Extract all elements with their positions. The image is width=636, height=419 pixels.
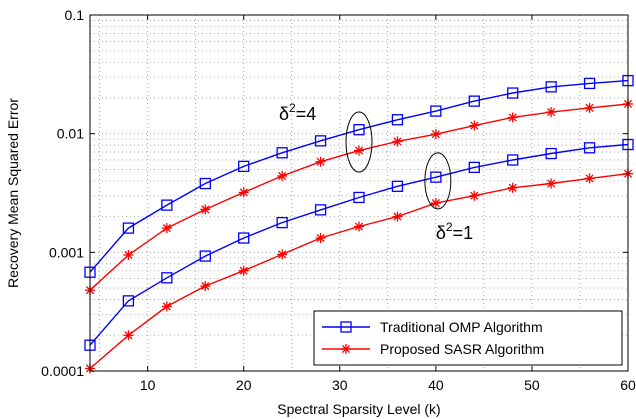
data-point-star — [584, 102, 595, 113]
data-point-star — [546, 107, 557, 118]
series-line — [89, 143, 629, 346]
x-axis-label: Spectral Sparsity Level (k) — [277, 401, 440, 417]
data-point-star — [469, 120, 480, 131]
series-sasr-group-a — [85, 98, 633, 296]
data-point-square — [314, 135, 327, 147]
series-line — [89, 79, 629, 273]
legend-box — [313, 310, 623, 366]
x-tick-label: 50 — [524, 377, 540, 393]
data-point-star — [277, 170, 288, 181]
data-point-square — [430, 171, 442, 183]
legend-entry: Proposed SASR Algorithm — [322, 341, 544, 357]
data-point-star — [315, 156, 326, 167]
data-point-star — [354, 221, 364, 232]
data-point-star — [238, 187, 249, 198]
data-point-star — [200, 204, 211, 215]
x-tick-label: 20 — [236, 377, 252, 393]
y-tick-label: 0.1 — [65, 7, 85, 23]
y-tick-label: 0.001 — [49, 244, 84, 260]
data-point-square — [199, 250, 211, 262]
data-point-square — [507, 154, 519, 166]
annotation-ellipse — [424, 152, 452, 210]
data-point-square — [122, 295, 135, 307]
data-point-square — [353, 124, 365, 136]
annotation-label: δ2=4 — [279, 101, 316, 124]
legend: Traditional OMP Algorithm Proposed SASR A… — [313, 310, 623, 366]
data-point-star — [546, 178, 557, 189]
data-point-star — [277, 249, 288, 260]
data-point-square — [507, 87, 519, 99]
x-tick-label: 60 — [620, 377, 636, 393]
data-point-square — [391, 180, 404, 192]
data-point-star — [315, 233, 326, 244]
data-point-square — [340, 321, 352, 333]
plot-frame — [89, 14, 629, 372]
data-point-star — [507, 112, 518, 123]
legend-label: Proposed SASR Algorithm — [380, 341, 544, 357]
data-point-star — [161, 301, 172, 312]
data-point-star — [161, 223, 172, 234]
data-point-square — [545, 147, 557, 160]
data-point-square — [468, 161, 480, 174]
data-point-square — [276, 216, 288, 229]
data-point-star — [584, 173, 595, 184]
data-point-square — [583, 77, 596, 90]
data-point-square — [583, 142, 596, 154]
data-point-square — [468, 95, 480, 107]
data-point-star — [392, 211, 403, 222]
data-point-star — [341, 344, 351, 354]
series-omp-group-a — [84, 74, 634, 278]
data-point-star — [200, 281, 211, 292]
legend-label: Traditional OMP Algorithm — [380, 319, 543, 335]
x-tick-label: 10 — [140, 377, 156, 393]
grid — [90, 15, 628, 371]
annotations: δ2=4 δ2=1 — [279, 101, 473, 243]
data-point-square — [238, 160, 250, 173]
y-tick-label: 0.01 — [57, 126, 84, 142]
x-tick-label: 30 — [332, 377, 348, 393]
data-point-square — [199, 177, 211, 190]
data-point-square — [545, 81, 557, 93]
annotation-ellipse — [345, 111, 373, 173]
data-point-star — [238, 265, 249, 276]
data-point-square — [430, 105, 442, 117]
ticks: 10 20 30 40 50 60 0.0001 0.001 0.01 0.1 — [41, 7, 636, 393]
y-axis-label: Recovery Mean Squared Error — [5, 98, 21, 288]
data-point-square — [122, 222, 135, 234]
data-point-square — [391, 114, 404, 126]
data-point-square — [276, 147, 288, 159]
data-point-star — [392, 136, 403, 147]
data-point-star — [354, 145, 364, 156]
annotation-label: δ2=1 — [436, 220, 473, 243]
data-point-square — [353, 191, 365, 204]
data-point-square — [314, 204, 327, 216]
x-tick-label: 40 — [428, 377, 444, 393]
data-point-star — [469, 190, 480, 201]
data-point-square — [161, 199, 173, 211]
data-point-star — [430, 129, 441, 140]
data-point-square — [238, 232, 250, 244]
data-point-star — [507, 182, 518, 193]
data-point-star — [123, 330, 134, 341]
data-point-star — [430, 198, 441, 209]
data-point-square — [161, 272, 173, 284]
data-point-star — [123, 249, 134, 260]
y-tick-label: 0.0001 — [41, 363, 84, 379]
series-sasr-group-b — [85, 168, 633, 374]
legend-entry: Traditional OMP Algorithm — [322, 319, 543, 335]
